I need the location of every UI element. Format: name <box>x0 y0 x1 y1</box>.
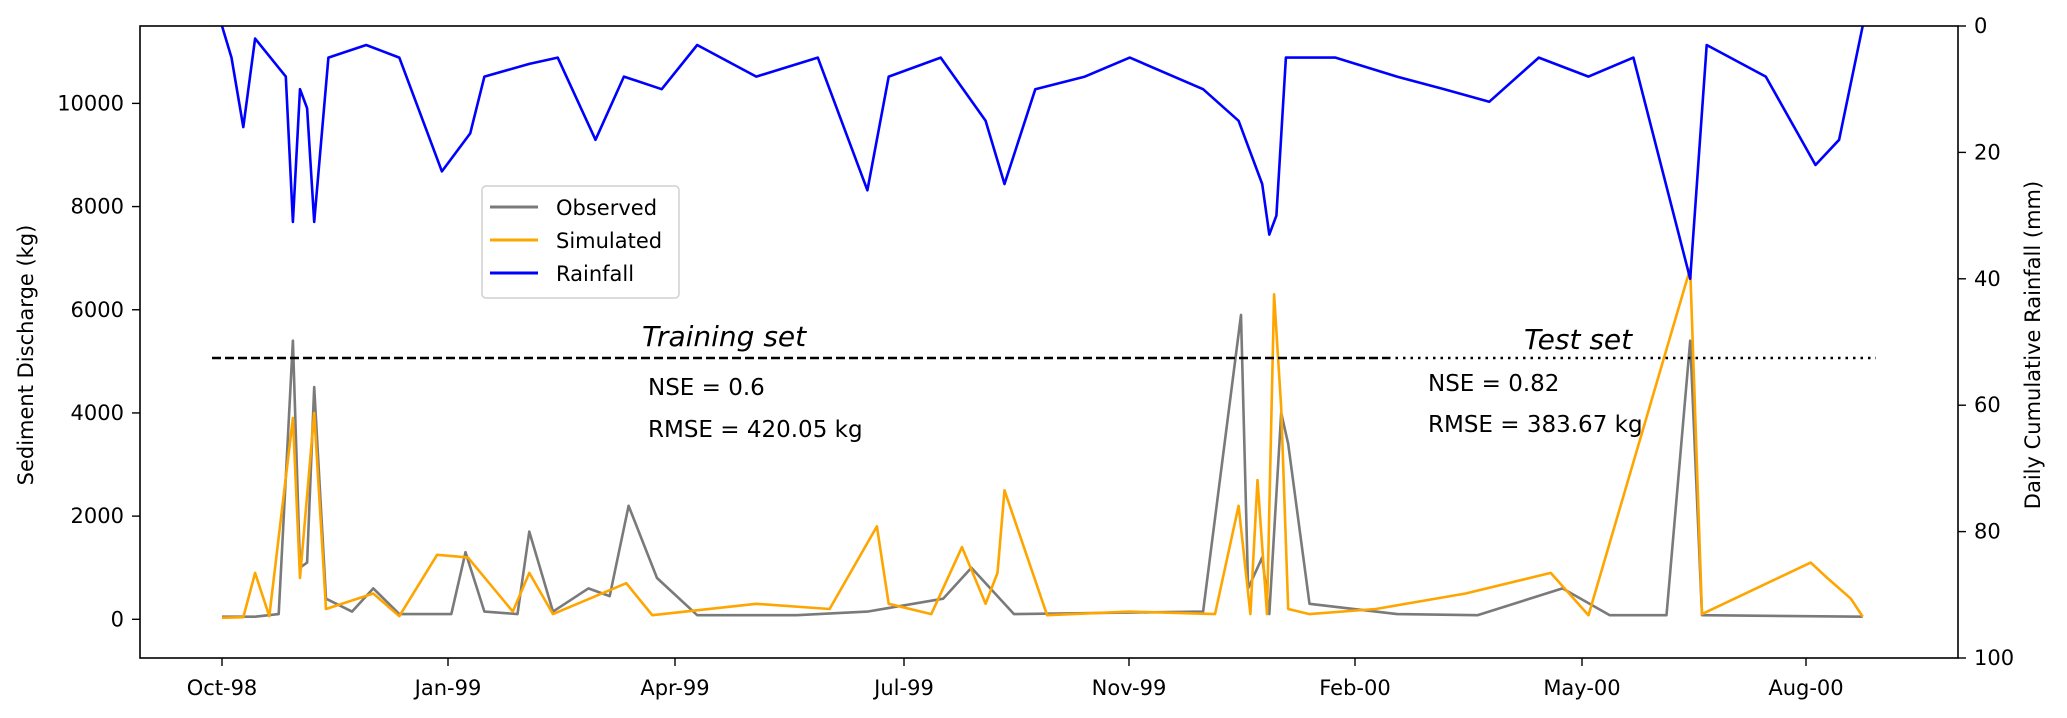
y-right-tick-label: 60 <box>1974 393 2001 417</box>
test-nse-label: NSE = 0.82 <box>1428 371 1559 397</box>
x-tick-label: May-00 <box>1543 676 1620 700</box>
y-right-label: Daily Cumulative Rainfall (mm) <box>2021 181 2045 509</box>
y-left-tick-label: 6000 <box>71 298 124 322</box>
train-nse-label: NSE = 0.6 <box>648 375 765 401</box>
legend-label-observed: Observed <box>556 196 657 220</box>
legend-label-simulated: Simulated <box>556 229 662 253</box>
x-tick-label: Oct-98 <box>187 676 258 700</box>
y-left-tick-label: 8000 <box>71 195 124 219</box>
x-tick-label: Aug-00 <box>1768 676 1843 700</box>
series-line-rainfall <box>220 25 1864 281</box>
y-left-label: Sediment Discharge (kg) <box>14 225 38 486</box>
y-right-tick-label: 0 <box>1974 14 1987 38</box>
y-left-tick-label: 10000 <box>57 91 124 115</box>
y-right-tick-label: 40 <box>1974 267 2001 291</box>
x-tick-label: Apr-99 <box>640 676 709 700</box>
series-line-observed <box>222 313 1863 619</box>
x-tick-label: Jan-99 <box>413 676 482 700</box>
legend: Observed Simulated Rainfall <box>481 185 680 299</box>
legend-label-rainfall: Rainfall <box>556 262 634 286</box>
y-left-tick-label: 4000 <box>71 401 124 425</box>
y-left-tick-label: 0 <box>111 607 124 631</box>
series-group <box>220 25 1864 620</box>
plot-frame <box>139 25 1959 659</box>
y-right-tick-label: 20 <box>1974 140 2001 164</box>
series-line-simulated <box>221 267 1864 620</box>
test-set-label: Test set <box>1524 323 1633 356</box>
x-tick-label: Jul-99 <box>872 676 934 700</box>
test-rmse-label: RMSE = 383.67 kg <box>1428 412 1643 438</box>
y-right-tick-label: 80 <box>1974 520 2001 544</box>
y-right-tick-label: 100 <box>1974 646 2014 670</box>
x-tick-label: Nov-99 <box>1092 676 1167 700</box>
y-left-tick-label: 2000 <box>71 504 124 528</box>
axes-group: 0 2000 4000 6000 8000 10000 0 20 40 60 80 100 Oct-98… <box>57 14 2014 700</box>
training-set-label: Training set <box>642 320 807 353</box>
legend-box <box>481 185 680 299</box>
train-rmse-label: RMSE = 420.05 kg <box>648 417 863 443</box>
x-tick-label: Feb-00 <box>1319 676 1390 700</box>
